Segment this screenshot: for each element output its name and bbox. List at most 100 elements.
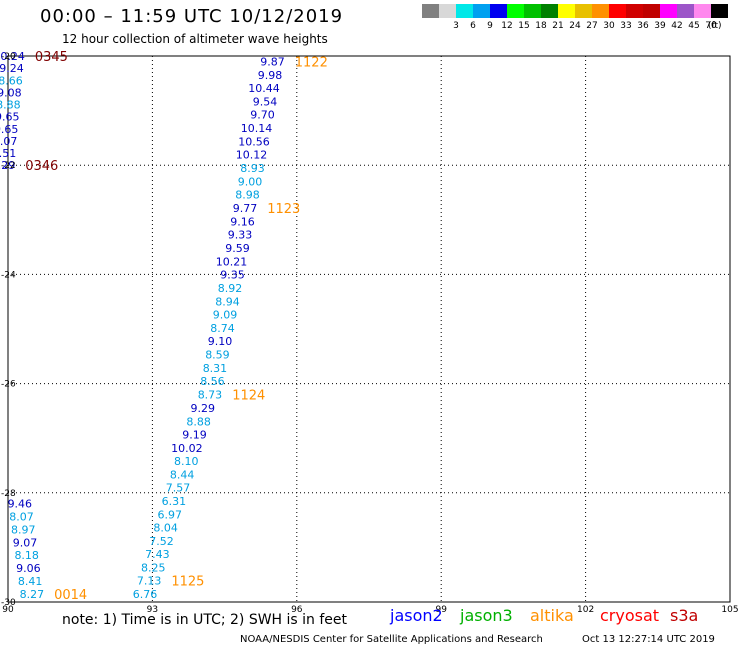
wave-height-value: 9.24 (0, 62, 24, 75)
wave-height-value: 8.07 (9, 511, 34, 524)
lat-tick-label: -30 (1, 598, 16, 608)
wave-height-value: 8.31 (203, 362, 228, 375)
wave-height-value: 10.44 (248, 82, 280, 95)
wave-height-value: 10.12 (236, 149, 268, 162)
legend-label: 15 (518, 21, 530, 31)
wave-height-value: 9.19 (182, 429, 207, 442)
wave-height-value: 9.00 (238, 175, 263, 188)
wave-height-value: 9.98 (258, 69, 283, 82)
satellite-cryosat: cryosat (600, 606, 660, 625)
footer-credit: NOAA/NESDIS Center for Satellite Applica… (240, 634, 543, 645)
pass-time-label: 1123 (267, 202, 300, 217)
legend-label: 30 (603, 21, 615, 31)
pass-time-label: 1122 (295, 55, 328, 70)
wave-height-value: 8.92 (218, 282, 243, 295)
map-frame (7, 55, 731, 603)
lon-tick-label: 93 (147, 605, 158, 615)
wave-height-value: 8.25 (141, 561, 166, 574)
wave-height-value: 9.54 (253, 95, 278, 108)
legend-label: 6 (470, 21, 476, 31)
wave-height-value: 8.93 (240, 162, 265, 175)
pass-time-label: 0345 (35, 50, 68, 65)
pass-time-label: 1124 (232, 389, 265, 404)
legend-swatch (575, 4, 592, 18)
wave-height-value: 8.56 (200, 375, 225, 388)
wave-height-value: 9.35 (220, 269, 245, 282)
legend-label: 42 (671, 21, 683, 31)
wave-height-value: 10.21 (216, 255, 248, 268)
legend-swatch (643, 4, 660, 18)
wave-height-value: 8.94 (215, 295, 240, 308)
altimeter-tracks: 10.249.248.669.088.889.659.6510.079.519.… (0, 50, 328, 603)
legend-swatch (592, 4, 609, 18)
wave-height-value: 10.56 (238, 135, 270, 148)
legend-label: 39 (654, 21, 666, 31)
wave-height-value: 10.24 (0, 50, 25, 63)
wave-height-value: 6.76 (133, 588, 158, 601)
wave-height-value: 10.02 (171, 442, 203, 455)
wave-height-value: 8.74 (210, 322, 235, 335)
legend-swatch (558, 4, 575, 18)
wave-height-value: 9.07 (13, 536, 38, 549)
wave-height-value: 9.29 (190, 402, 215, 415)
wave-height-value: 7.43 (145, 548, 170, 561)
wave-height-value: 8.97 (11, 523, 36, 536)
legend-swatch (711, 4, 728, 18)
lon-tick-label: 105 (721, 605, 738, 615)
legend-swatch (524, 4, 541, 18)
wave-height-value: 9.06 (16, 562, 41, 575)
legend-swatch (490, 4, 507, 18)
satellite-jason3: jason3 (460, 606, 513, 625)
footer-date: Oct 13 12:27:14 UTC 2019 (582, 634, 715, 645)
legend-label: 45 (688, 21, 700, 31)
lat-tick-label: -22 (1, 161, 16, 171)
wave-height-value: 8.98 (235, 189, 260, 202)
legend-swatch (507, 4, 524, 18)
wave-height-value: 9.59 (225, 242, 250, 255)
lon-tick-label: 90 (2, 605, 14, 615)
wave-height-value: 8.18 (14, 549, 39, 562)
pass-time-label: 1125 (171, 575, 204, 590)
wave-height-value: 9.70 (250, 109, 275, 122)
satellite-altika: altika (530, 606, 574, 625)
legend-label: 9 (487, 21, 493, 31)
wave-height-value: 8.41 (18, 575, 43, 588)
lon-tick-label: 102 (577, 605, 594, 615)
lat-tick-label: -28 (1, 489, 16, 499)
wave-height-value: 6.97 (157, 508, 182, 521)
wave-height-value: 9.16 (230, 215, 255, 228)
legend-swatch (541, 4, 558, 18)
legend-label: 18 (535, 21, 547, 31)
wave-height-value: 9.51 (0, 147, 16, 160)
wave-height-value: 7.52 (149, 535, 174, 548)
map-grid (7, 55, 731, 603)
legend-swatch (660, 4, 677, 18)
satellite-s3a: s3a (670, 606, 699, 625)
wave-height-value: 8.88 (0, 99, 21, 112)
wave-height-value: 10.14 (241, 122, 273, 135)
legend-swatch (626, 4, 643, 18)
lat-tick-label: -20 (1, 52, 16, 62)
legend-swatch (609, 4, 626, 18)
wave-height-value: 9.09 (213, 309, 238, 322)
legend-swatch (694, 4, 711, 18)
wave-height-value: 9.29 (0, 159, 15, 172)
wave-height-value: 8.88 (186, 415, 211, 428)
wave-height-value: 8.73 (198, 389, 223, 402)
wave-height-value: 10.07 (0, 135, 17, 148)
wave-height-value: 8.59 (205, 349, 230, 362)
legend-label: 21 (552, 21, 564, 31)
wave-height-value: 9.65 (0, 111, 19, 124)
legend-label: 3 (453, 21, 459, 31)
lat-tick-label: -24 (1, 270, 16, 280)
lat-tick-label: -26 (1, 380, 16, 390)
wave-height-value: 6.31 (162, 495, 187, 508)
wave-height-value: 8.04 (153, 522, 178, 535)
wave-height-value: 9.33 (228, 229, 253, 242)
wave-height-value: 8.10 (174, 455, 199, 468)
legend-label: 24 (569, 21, 581, 31)
wave-height-value: 9.65 (0, 123, 18, 136)
satellite-jason2: jason2 (390, 606, 443, 625)
